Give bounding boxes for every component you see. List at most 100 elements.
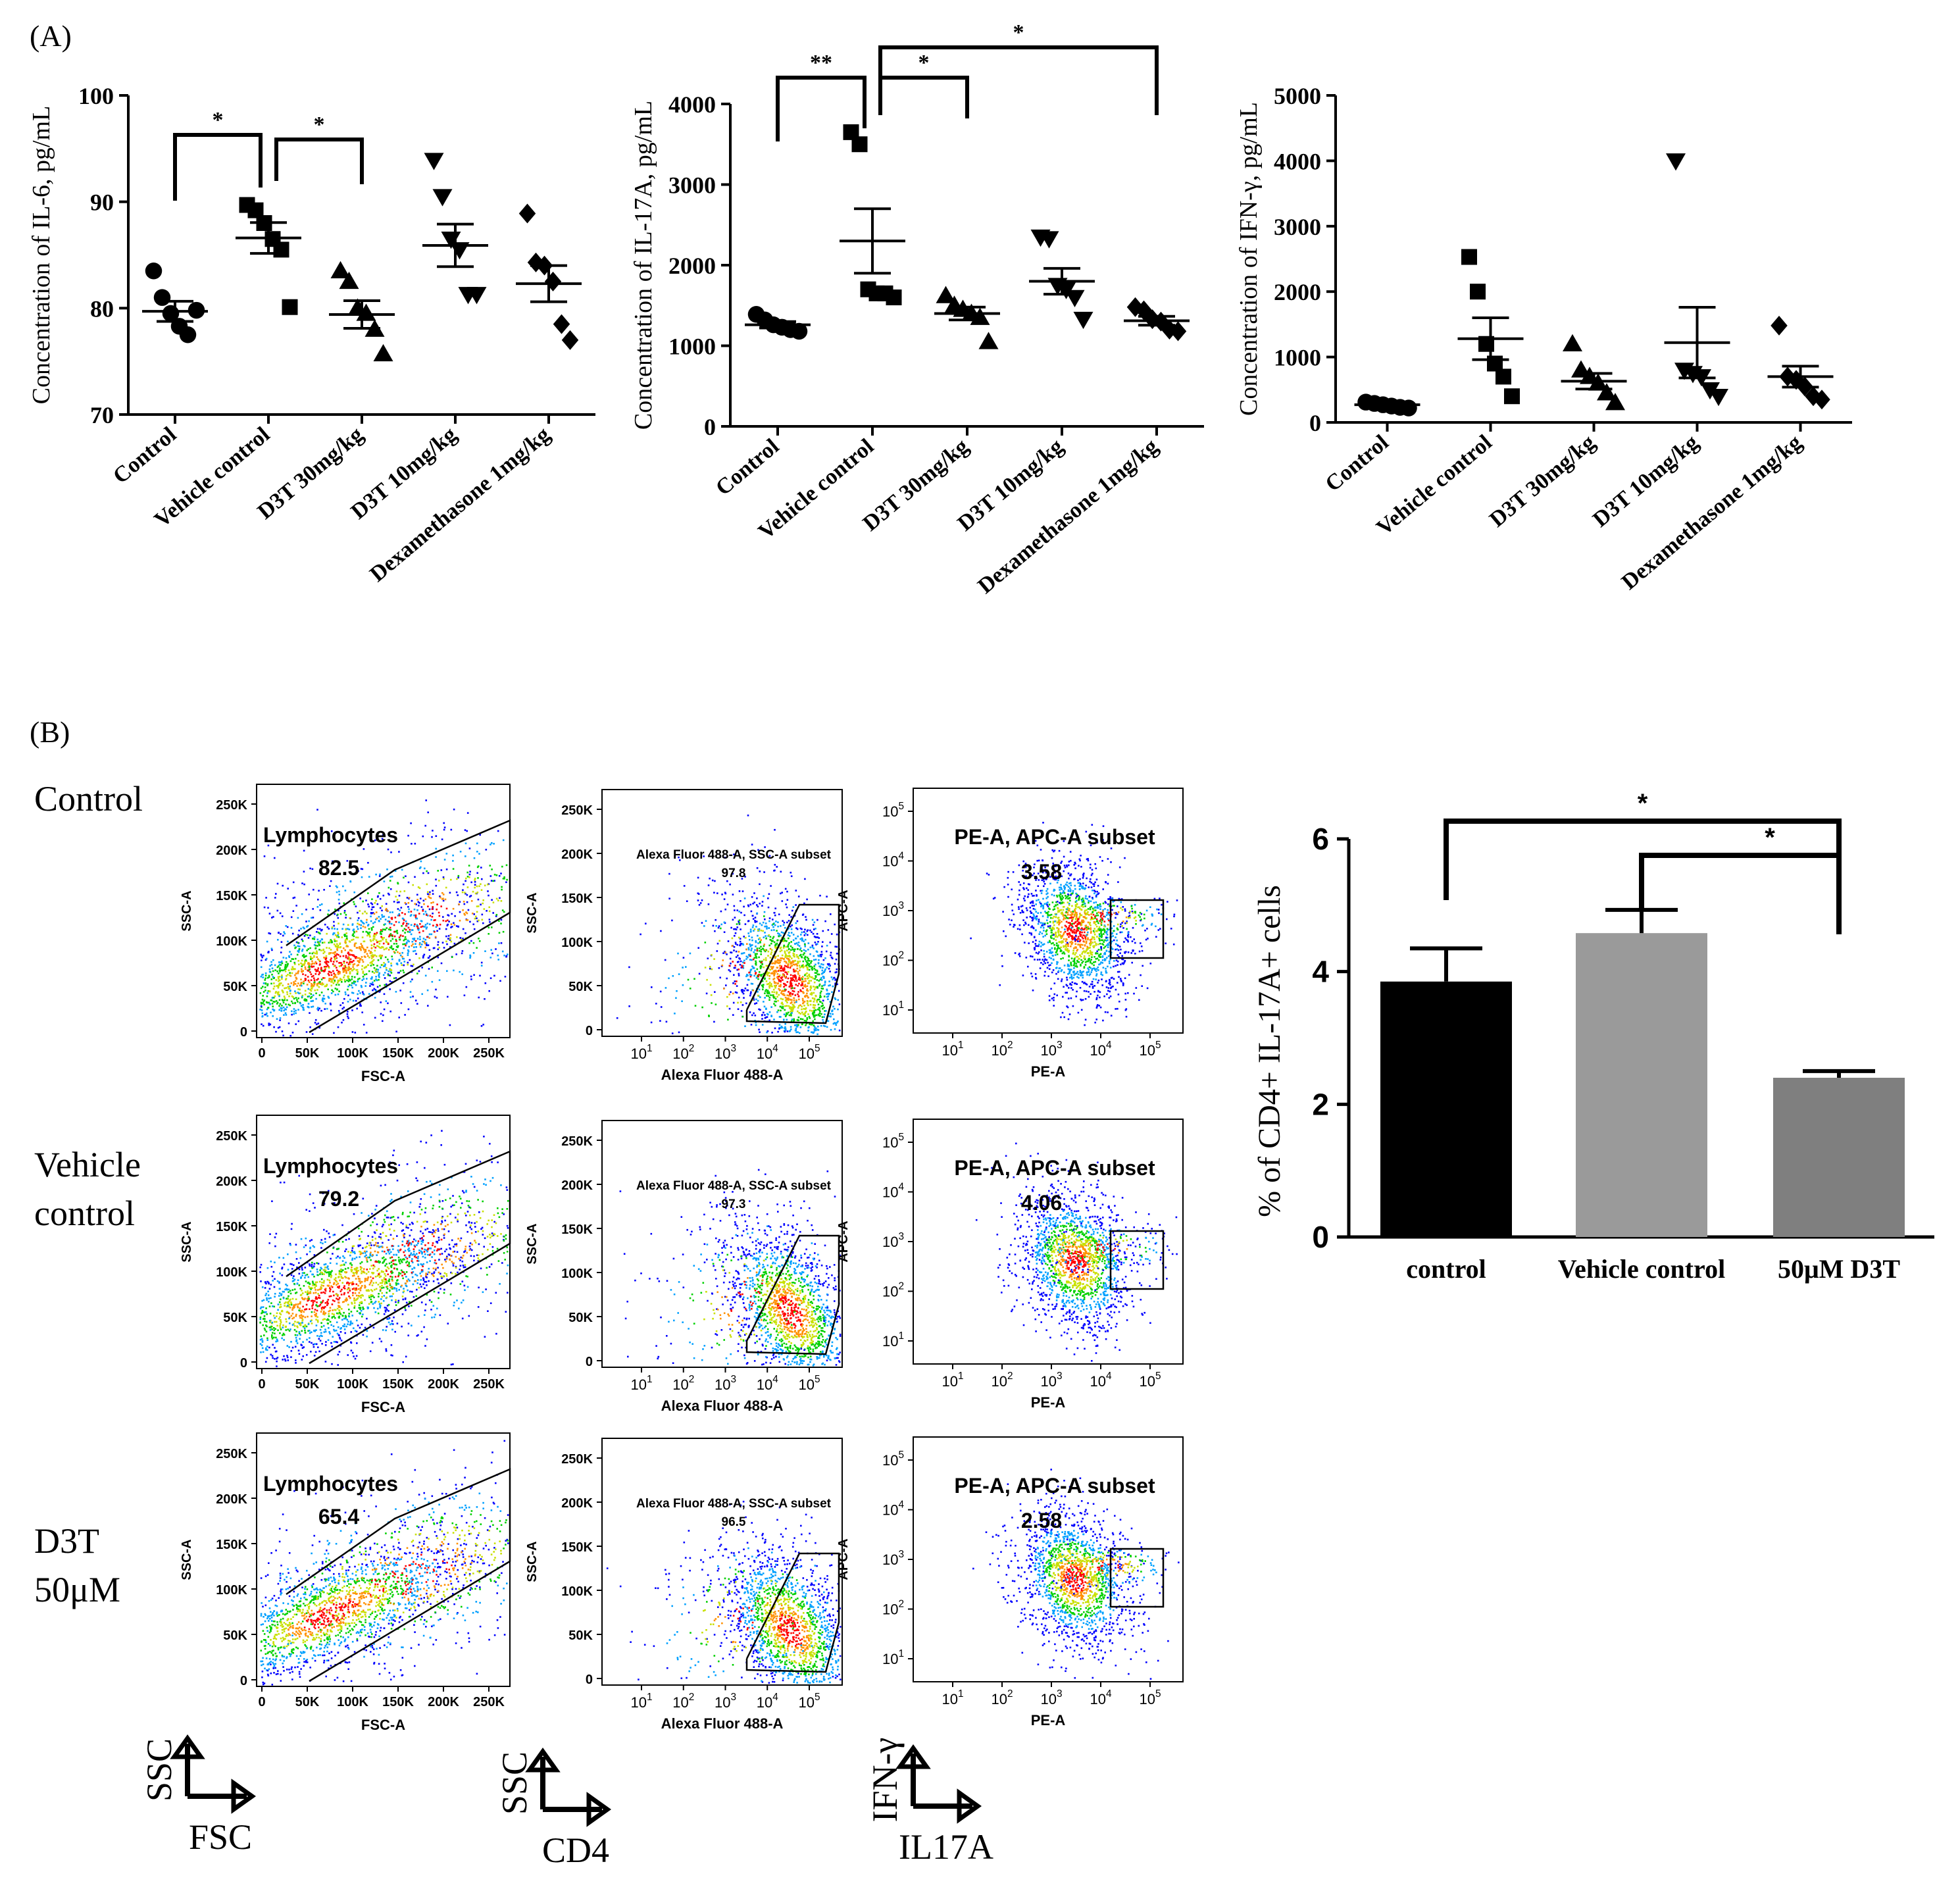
event-fsc — [420, 897, 422, 899]
event-fsc — [364, 985, 366, 987]
event-pe — [1032, 874, 1034, 876]
event-cd4 — [776, 1011, 778, 1013]
event-fsc — [349, 958, 352, 961]
event-cd4 — [797, 942, 800, 944]
event-fsc-sparse — [390, 917, 393, 919]
event-cd4 — [830, 956, 833, 959]
event-cd4 — [808, 969, 811, 971]
event-fsc — [318, 944, 320, 947]
event-cd4 — [795, 963, 797, 965]
event-fsc-sparse — [472, 890, 474, 893]
event-cd4 — [768, 981, 771, 984]
event-pe — [1080, 885, 1082, 887]
event-pe — [1093, 907, 1096, 909]
event-cd4 — [804, 1012, 806, 1015]
event-pe — [1103, 947, 1105, 949]
event-pe — [1073, 936, 1076, 938]
event-fsc-sparse — [449, 937, 451, 939]
event-pe — [1072, 960, 1074, 963]
event-fsc-sparse — [458, 903, 460, 905]
x-tick-label: 0 — [258, 1046, 265, 1061]
event-fsc-sparse — [445, 886, 447, 889]
event-cd4 — [774, 1027, 776, 1030]
event-pe — [1007, 884, 1009, 886]
event-cd4 — [819, 994, 822, 997]
event-cd4 — [779, 961, 781, 964]
event-fsc-sparse — [303, 927, 305, 930]
event-cd4 — [765, 1008, 767, 1010]
event-fsc — [271, 1003, 274, 1005]
event-fsc-sparse — [357, 993, 359, 996]
event-pe — [1032, 913, 1035, 915]
event-fsc — [278, 972, 280, 974]
event-fsc — [407, 961, 409, 964]
event-fsc-sparse — [388, 943, 389, 946]
event-cd4 — [765, 965, 768, 967]
event-fsc — [334, 974, 337, 976]
event-cd4 — [830, 933, 833, 935]
event-fsc — [305, 955, 307, 957]
event-pe — [1074, 973, 1076, 976]
event-cd4 — [810, 980, 812, 982]
event-pe — [1044, 971, 1046, 973]
event-pe — [1074, 925, 1077, 927]
event-pe — [1032, 895, 1034, 897]
event-fsc-sparse — [507, 953, 509, 955]
event-cd4-sparse — [665, 987, 667, 989]
event-pe — [1038, 940, 1041, 943]
event-cd4-sparse — [711, 968, 713, 971]
event-fsc — [425, 942, 428, 944]
event-fsc-sparse — [480, 889, 483, 891]
event-cd4 — [797, 996, 800, 997]
event-cd4 — [815, 972, 817, 974]
event-pe — [1082, 882, 1084, 884]
event-cd4 — [782, 968, 784, 971]
event-fsc — [337, 1026, 339, 1028]
event-fsc — [273, 1026, 275, 1028]
event-fsc — [376, 986, 379, 988]
event-fsc — [291, 968, 293, 971]
event-cd4 — [786, 1012, 788, 1015]
event-fsc — [447, 935, 450, 937]
event-cd4 — [718, 967, 720, 969]
event-cd4 — [777, 925, 779, 928]
event-fsc-sparse — [472, 942, 475, 944]
event-pe — [1072, 1005, 1074, 1007]
event-pe — [1079, 954, 1081, 956]
event-cd4 — [830, 951, 832, 954]
event-fsc-sparse — [373, 943, 376, 946]
event-pe — [1093, 922, 1095, 924]
event-fsc — [339, 971, 341, 973]
event-fsc-sparse — [263, 906, 266, 909]
event-fsc — [342, 969, 344, 971]
event-fsc — [294, 983, 297, 985]
event-pe — [1088, 966, 1091, 969]
event-pe — [1053, 850, 1055, 853]
event-fsc-sparse — [387, 848, 389, 851]
event-fsc-sparse — [478, 885, 480, 888]
data-point — [851, 136, 868, 153]
event-pe — [1091, 969, 1093, 971]
event-fsc-sparse — [375, 899, 377, 902]
event-cd4 — [811, 976, 813, 978]
event-fsc — [288, 988, 290, 990]
event-fsc-sparse — [424, 974, 427, 977]
event-fsc — [338, 1010, 340, 1012]
event-cd4 — [815, 936, 817, 938]
event-fsc-sparse — [314, 947, 316, 949]
event-cd4 — [763, 959, 765, 961]
event-fsc — [370, 909, 373, 911]
event-pe — [1037, 872, 1040, 874]
event-fsc — [422, 938, 425, 940]
event-cd4 — [797, 984, 799, 987]
event-fsc — [365, 965, 368, 968]
event-fsc-sparse — [271, 997, 274, 999]
event-cd4 — [775, 982, 777, 984]
event-pe — [1047, 961, 1049, 964]
event-fsc-sparse — [307, 1005, 309, 1008]
event-fsc — [338, 962, 340, 964]
event-fsc-sparse — [337, 931, 339, 934]
event-fsc — [433, 947, 436, 949]
event-fsc-sparse — [419, 923, 421, 925]
event-cd4 — [749, 928, 752, 930]
